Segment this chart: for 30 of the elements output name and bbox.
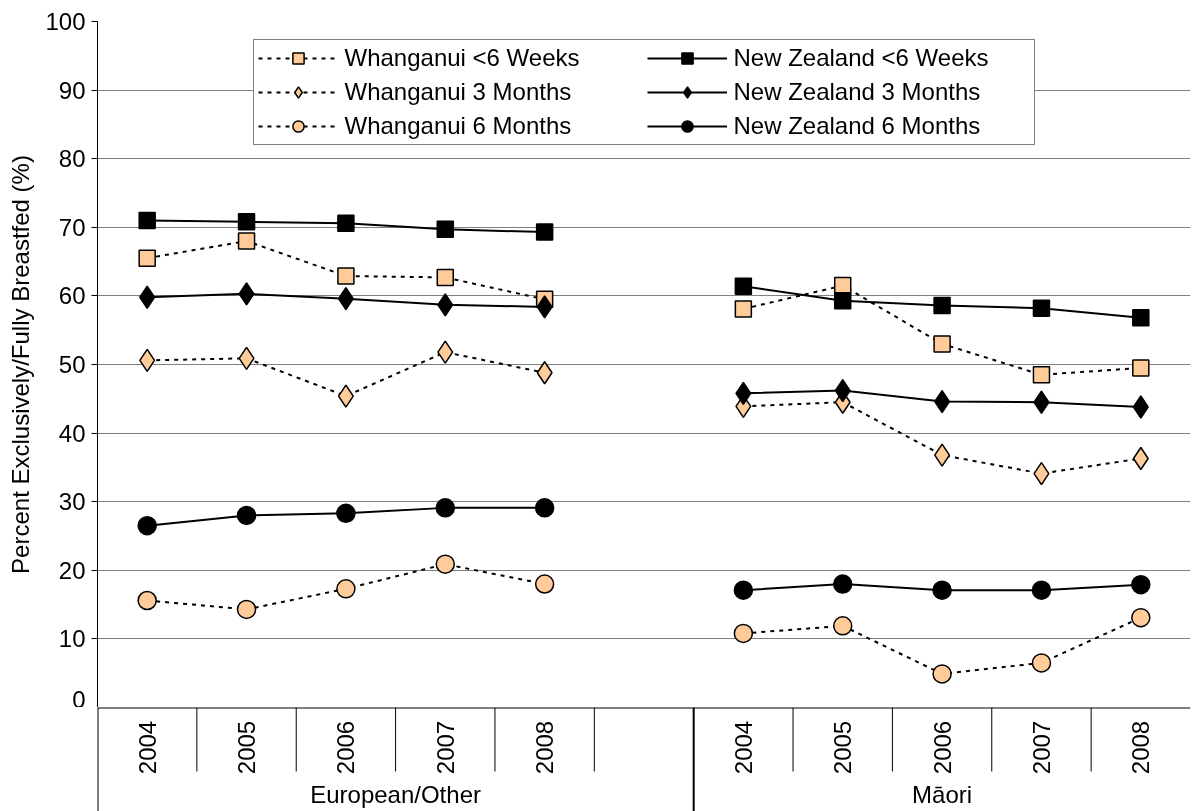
text: European/Other <box>310 781 481 808</box>
y-tick-label: 40 <box>58 419 86 447</box>
y-tick-label: 60 <box>58 282 86 310</box>
x-tick-label: 2008 <box>1127 720 1155 775</box>
y-tick-label: 80 <box>58 145 86 173</box>
legend-label: Whanganui <6 Weeks <box>344 44 581 72</box>
x-tick-label: 2004 <box>133 720 161 775</box>
y-tick-label: 70 <box>58 213 86 241</box>
legend-label: Whanganui 6 Months <box>344 112 573 140</box>
y-axis-title: Percent Exclusively/Fully Breastfed (%) <box>7 155 35 574</box>
x-tick-label: 2005 <box>829 720 857 775</box>
legend-label: Whanganui 3 Months <box>344 78 573 106</box>
y-tick-label: 30 <box>58 488 86 516</box>
y-tick-label: 50 <box>58 351 86 378</box>
y-tick-label: 90 <box>58 76 86 104</box>
y-tick-label: 100 <box>45 8 86 35</box>
y-tick-label: 20 <box>58 556 86 584</box>
x-tick-label: 2007 <box>431 720 459 775</box>
y-tick-label: 0 <box>72 685 86 713</box>
y-tick-label: 10 <box>58 625 86 653</box>
x-tick-label: 2004 <box>729 720 757 775</box>
x-tick-label: 2007 <box>1027 720 1055 775</box>
legend-label: New Zealand 3 Months <box>733 78 982 106</box>
legend-label: New Zealand <6 Weeks <box>733 44 990 72</box>
x-tick-label: 2005 <box>233 720 261 775</box>
x-tick-label: 2006 <box>928 720 956 775</box>
legend-label: New Zealand 6 Months <box>733 112 982 140</box>
x-tick-label: 2006 <box>332 720 360 775</box>
text: Māori <box>912 781 973 808</box>
x-tick-label: 2008 <box>531 720 559 775</box>
